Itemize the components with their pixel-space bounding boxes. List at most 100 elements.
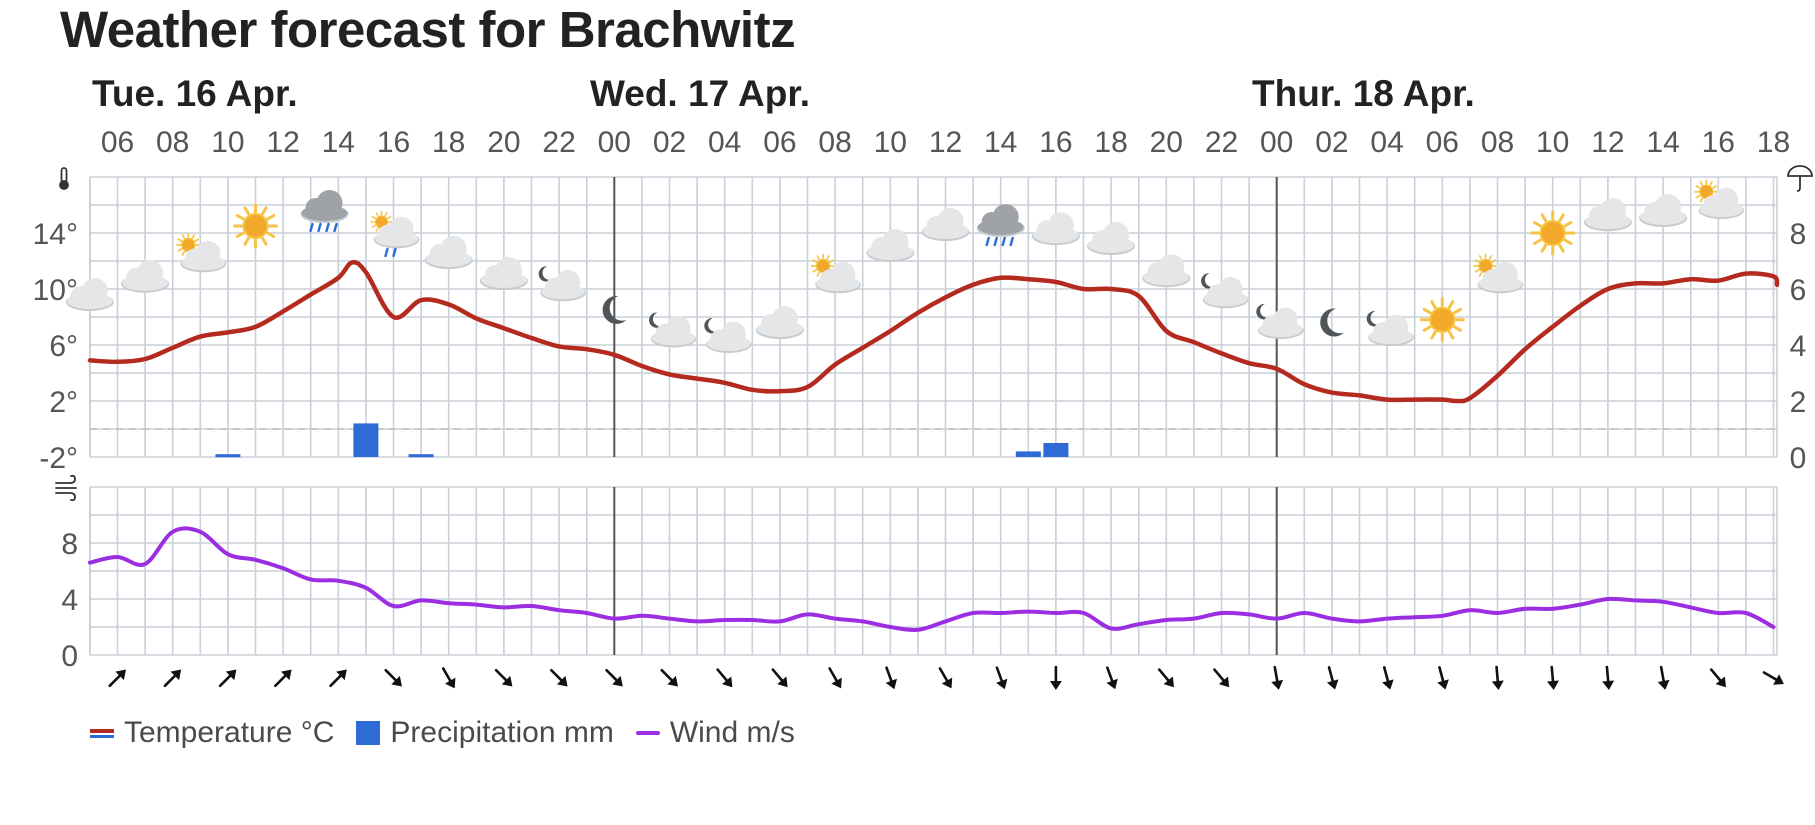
thermometer-icon [59, 167, 69, 190]
arrow-head [225, 669, 237, 681]
rain-drop [317, 222, 322, 233]
cloud-icon [921, 208, 970, 241]
hour-tick-label: 02 [1315, 126, 1348, 159]
hour-tick-label: 00 [1260, 126, 1293, 159]
sun-ray [1533, 238, 1543, 245]
cloud-shape [373, 216, 420, 249]
cloud-shape [540, 269, 586, 302]
arrow-head [1546, 680, 1559, 690]
hour-tick-label: 22 [1205, 126, 1238, 159]
cloud-base [816, 276, 860, 292]
cloud-icon [1639, 194, 1688, 227]
page-title: Weather forecast for Brachwitz [60, 1, 796, 58]
legend-item-wind[interactable]: Wind m/s [635, 716, 795, 750]
cloud-base [425, 251, 472, 267]
hour-tick-label: 12 [266, 126, 299, 159]
legend-item-temperature[interactable]: Temperature °C [90, 716, 334, 750]
sun-ray [1491, 259, 1497, 263]
day-label: Tue. 16 Apr. [92, 73, 298, 114]
wind-direction-arrow [1437, 666, 1449, 690]
sun-disc [1429, 306, 1456, 333]
cloud-base [1369, 328, 1413, 345]
moon-shape [1256, 304, 1270, 320]
sun-ray [181, 250, 186, 256]
sun-ray [1452, 307, 1462, 315]
wind-direction-arrow [995, 666, 1008, 690]
cloud-base [181, 255, 226, 271]
cloud-shape [1639, 194, 1688, 227]
moon-crescent [704, 318, 718, 334]
sun-behind-cloud-icon [810, 253, 861, 294]
arrow-head [941, 677, 953, 689]
wind-direction-arrow [1106, 666, 1118, 690]
moon-cloud-icon [704, 318, 752, 354]
legend-label-wind: Wind m/s [669, 716, 795, 749]
umbrella-icon [1787, 165, 1813, 192]
wind-tick-label: 4 [61, 584, 78, 617]
sun-ray [812, 269, 818, 273]
arrow-head [1271, 679, 1284, 690]
sun-ray [261, 206, 268, 216]
cloud-shape [1368, 314, 1414, 347]
moon-shape [602, 295, 627, 324]
sun-ray [1699, 197, 1704, 203]
moon-crescent [649, 312, 663, 328]
wind-direction-arrow [828, 667, 842, 689]
legend-item-precipitation[interactable]: Precipitation mm [356, 716, 614, 750]
sun-icon [1530, 210, 1576, 256]
arrow-head [115, 669, 126, 681]
sun-ray [816, 255, 821, 261]
moon-crescent [1201, 273, 1215, 289]
wind-line [88, 526, 1776, 632]
sun-ray [235, 214, 245, 221]
sun-ray [1478, 255, 1483, 261]
cloud-shape [424, 236, 473, 269]
hour-tick-label: 14 [984, 126, 1017, 159]
sun-ray [194, 238, 200, 242]
sun-icon [233, 203, 278, 249]
wind-direction-arrow [163, 669, 182, 688]
arrow-head [831, 677, 842, 689]
wind-direction-arrow [441, 667, 456, 689]
moon-shape [649, 312, 663, 328]
moon-shape [704, 318, 718, 334]
cloud-shape [65, 278, 114, 311]
wind-direction-arrow [218, 669, 237, 688]
wind-direction-arrow [1602, 665, 1615, 690]
sun-ray [375, 212, 379, 217]
cloud-base [480, 272, 527, 288]
moon-icon [1320, 308, 1344, 337]
cloud-base [651, 330, 696, 346]
hour-tick-label: 08 [1481, 126, 1514, 159]
cloud-icon [1142, 254, 1191, 288]
cloud-base [374, 231, 419, 247]
precipitation-bar [353, 423, 379, 457]
cloud-shape [705, 321, 752, 354]
moon-shape [538, 266, 552, 282]
wind-direction-arrow [938, 667, 953, 689]
sun-ray [243, 236, 250, 246]
sun-ray [1563, 238, 1573, 245]
sun-ray [812, 259, 818, 263]
cloud-icon [121, 259, 170, 293]
temperature-line [87, 259, 1780, 404]
cloud-shape [479, 257, 528, 290]
sun-ray [371, 216, 377, 220]
moon-cloud-icon [1256, 304, 1304, 340]
sun-ray [1422, 307, 1432, 315]
sun-ray [1695, 185, 1701, 189]
sun-ray [181, 234, 186, 240]
sun-ray [177, 248, 183, 252]
cloud-base [867, 244, 914, 260]
wind-direction-arrow [605, 668, 623, 687]
cloud-shape [1698, 187, 1745, 220]
arrow-head [1106, 678, 1118, 690]
cloud-shape [921, 208, 970, 241]
wind-tick-label: 8 [61, 528, 78, 561]
wind-direction-arrow [108, 669, 126, 688]
hour-tick-label: 10 [211, 126, 244, 159]
rain-drop [392, 247, 397, 258]
precip-tick-label: 4 [1790, 330, 1807, 363]
wind-direction-arrow [1762, 671, 1784, 685]
sun-ray [1447, 300, 1455, 310]
